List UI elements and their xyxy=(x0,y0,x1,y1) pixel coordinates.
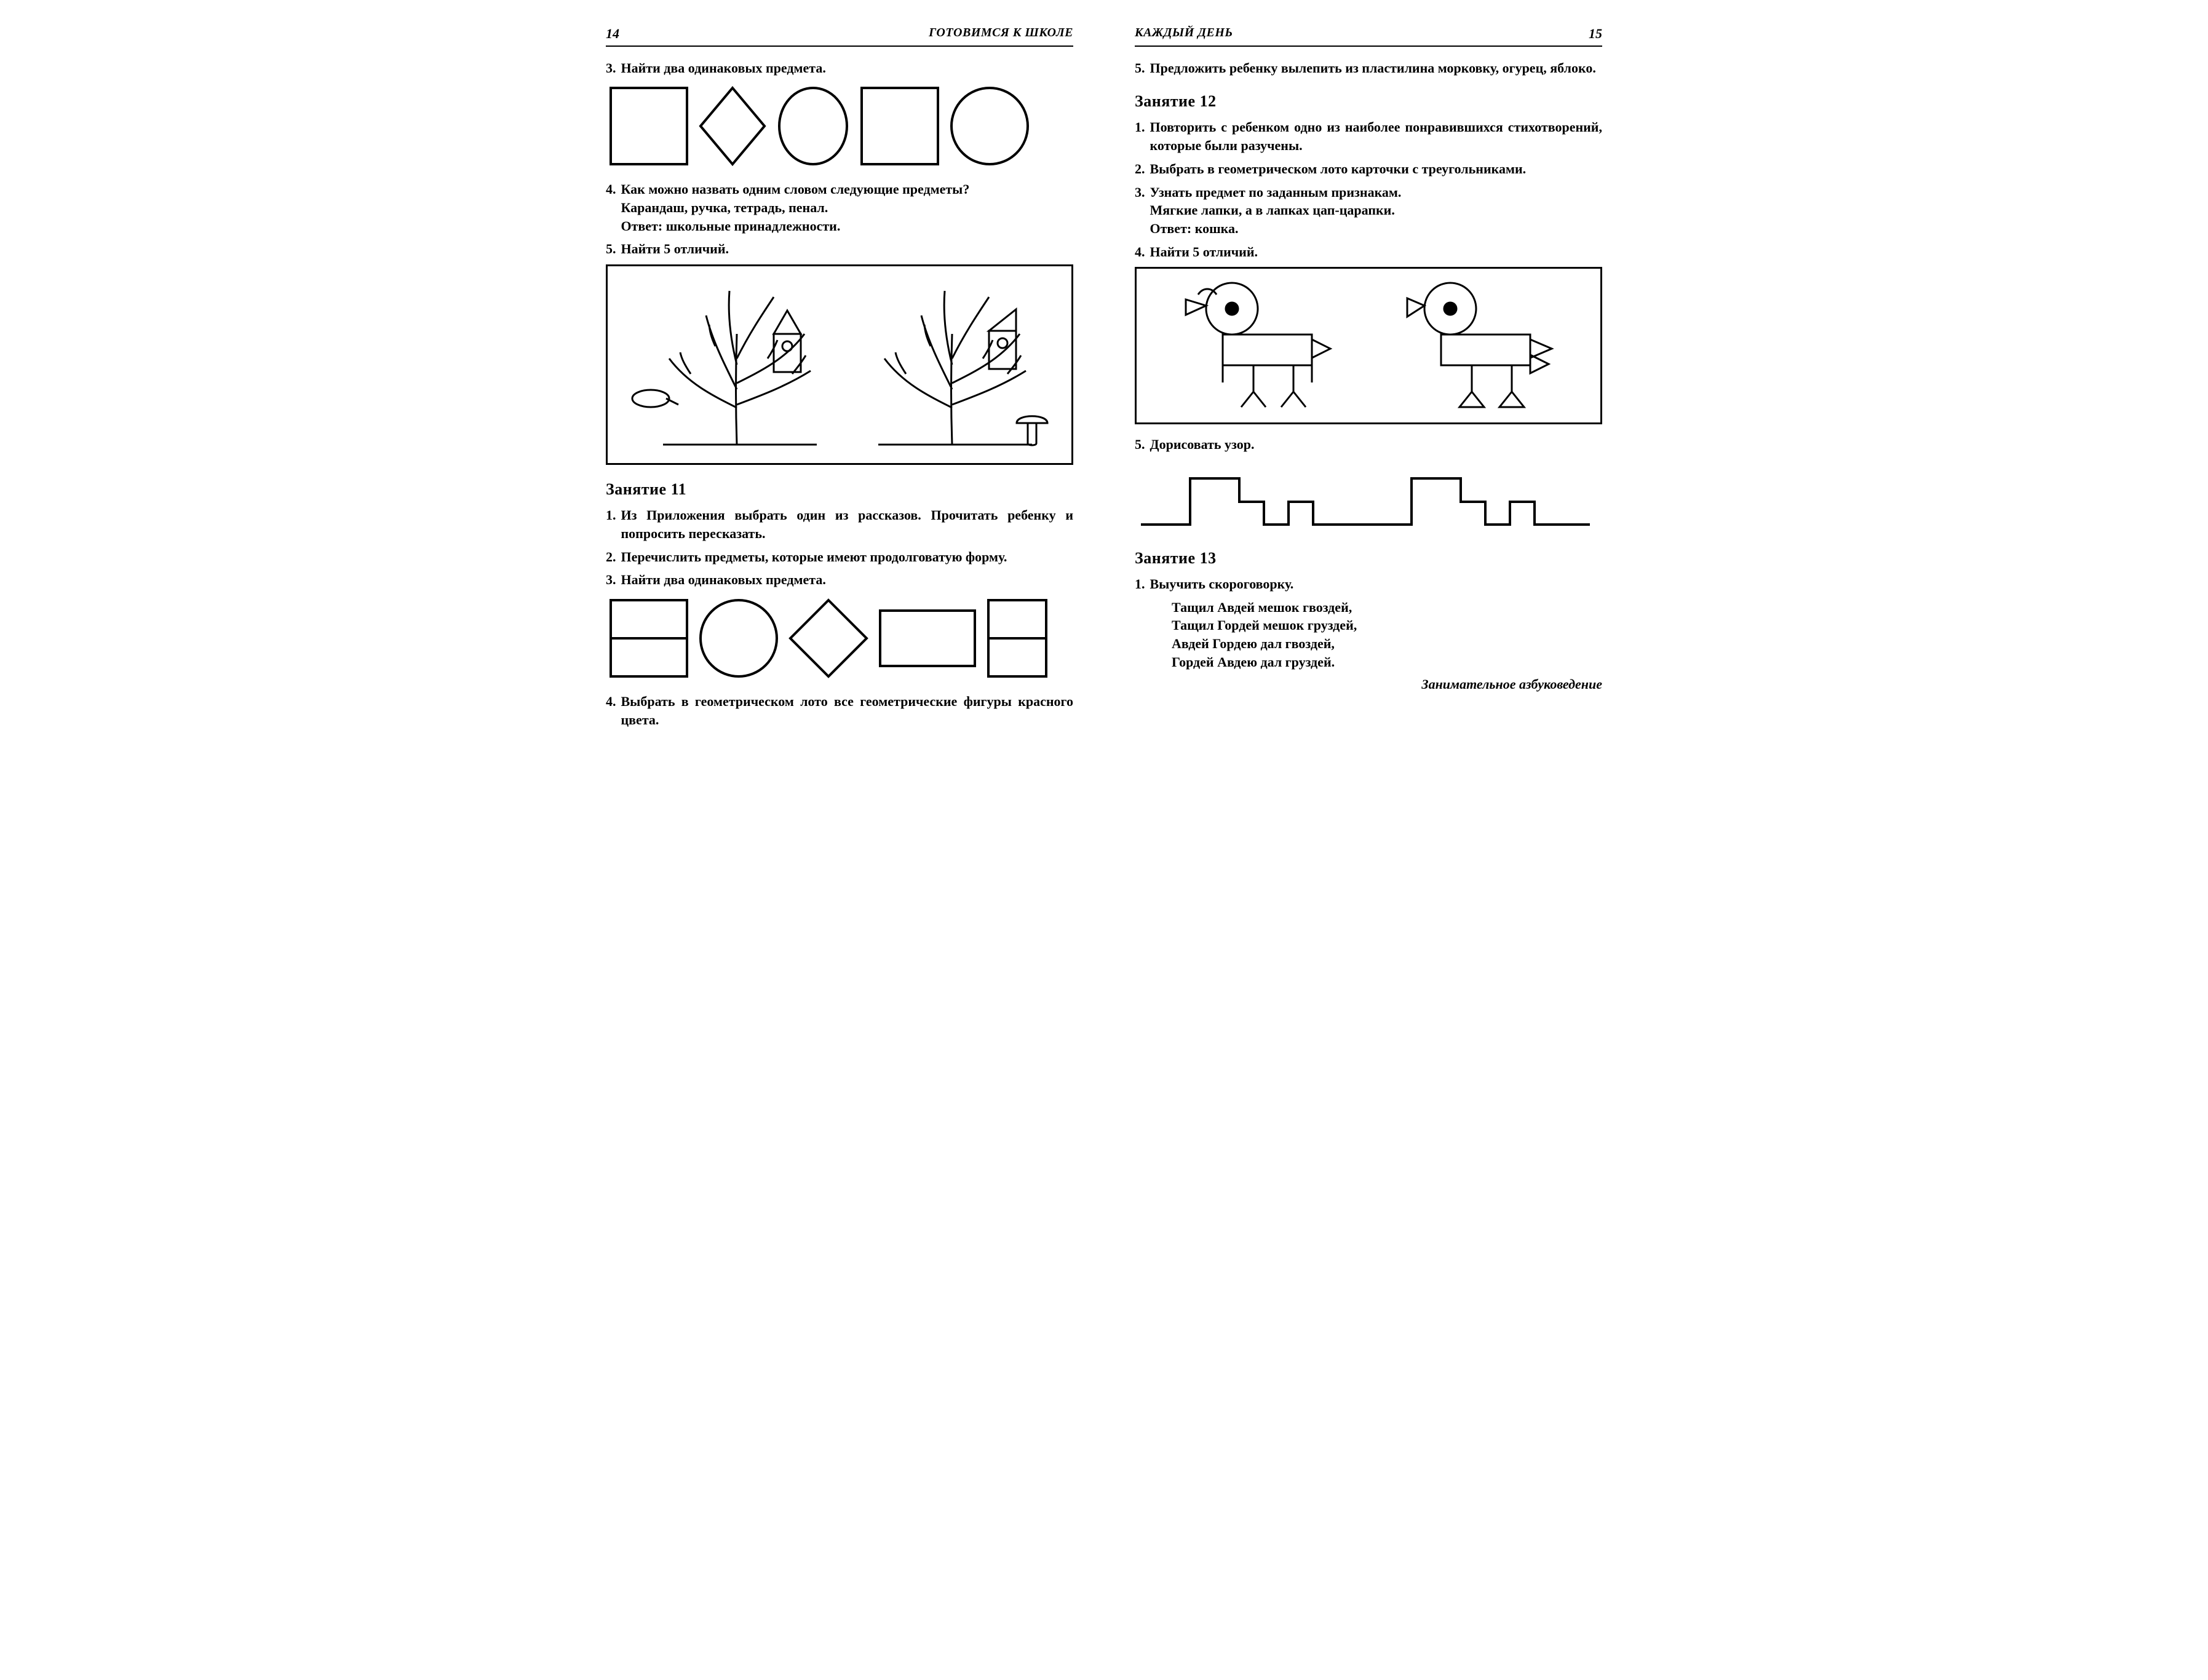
trees-figure xyxy=(606,264,1073,465)
l12-t1-text: Повторить с ребенком одно из наиболее по… xyxy=(1150,118,1603,154)
left-page-number: 14 xyxy=(606,25,619,43)
l12-task-4: 4. Найти 5 отличий. xyxy=(1135,243,1602,261)
task-5-num: 5. xyxy=(606,240,616,258)
shape-square-1 xyxy=(606,83,692,169)
task-5: 5. Найти 5 отличий. xyxy=(606,240,1073,258)
right-header: КАЖДЫЙ ДЕНЬ 15 xyxy=(1135,25,1602,47)
l12-task-3: 3. Узнать предмет по заданным признакам.… xyxy=(1135,183,1602,238)
task-4-line2: Карандаш, ручка, тетрадь, пенал. xyxy=(621,199,1074,217)
l11-task-3: 3. Найти два одинаковых предмета. xyxy=(606,571,1073,589)
l11-t1-num: 1. xyxy=(606,506,616,542)
task-4-line3: Ответ: школьные принадлежности. xyxy=(621,217,1074,236)
task-3: 3. Найти два одинаковых предмета. xyxy=(606,59,1073,77)
l11-t3-num: 3. xyxy=(606,571,616,589)
pattern-figure xyxy=(1135,460,1602,534)
birds-figure xyxy=(1135,267,1602,424)
right-page-number: 15 xyxy=(1589,25,1602,43)
l11-task-4: 4. Выбрать в геометрическом лото все гео… xyxy=(606,692,1073,729)
shape-diamond-1 xyxy=(696,83,769,169)
l12-t1-num: 1. xyxy=(1135,118,1145,154)
lesson-11-heading: Занятие 11 xyxy=(606,478,1073,500)
l12-task-5: 5. Дорисовать узор. xyxy=(1135,435,1602,454)
r-t5-text: Предложить ребенку вылепить из пластилин… xyxy=(1150,59,1603,77)
l11-t2-num: 2. xyxy=(606,548,616,566)
l12-t3-body: Узнать предмет по заданным признакам. Мя… xyxy=(1150,183,1603,238)
lesson-12-heading: Занятие 12 xyxy=(1135,90,1602,112)
task-4-body: Как можно назвать одним словом следующие… xyxy=(621,180,1074,235)
l12-t3-l3: Ответ: кошка. xyxy=(1150,220,1603,238)
l12-t2-text: Выбрать в геометрическом лото карточки с… xyxy=(1150,160,1603,178)
l13-t1-num: 1. xyxy=(1135,575,1145,593)
poem-line-1: Тащил Авдей мешок гвоздей, xyxy=(1172,598,1602,617)
shape-circle-2 xyxy=(696,595,782,681)
poem-line-3: Авдей Гордею дал гвоздей, xyxy=(1172,635,1602,653)
task-3-num: 3. xyxy=(606,59,616,77)
left-running-title: ГОТОВИМСЯ К ШКОЛЕ xyxy=(929,25,1073,43)
l13-t1-text: Выучить скороговорку. xyxy=(1150,575,1603,593)
shape-ellipse xyxy=(773,83,853,169)
l12-t3-num: 3. xyxy=(1135,183,1145,238)
l12-t2-num: 2. xyxy=(1135,160,1145,178)
task-4: 4. Как можно назвать одним словом следую… xyxy=(606,180,1073,235)
l11-t1-text: Из Приложения выбрать один из рассказов.… xyxy=(621,506,1074,542)
shape-diamond-2 xyxy=(785,595,872,681)
l11-task-2: 2. Перечислить предметы, которые имеют п… xyxy=(606,548,1073,566)
task-5-text: Найти 5 отличий. xyxy=(621,240,1074,258)
shape-rect xyxy=(875,595,980,681)
footer-citation: Занимательное азбуковедение xyxy=(1135,675,1602,694)
shapes-row-1 xyxy=(606,83,1073,169)
l11-t3-text: Найти два одинаковых предмета. xyxy=(621,571,1074,589)
shape-square-2 xyxy=(857,83,943,169)
l12-task-2: 2. Выбрать в геометрическом лото карточк… xyxy=(1135,160,1602,178)
shape-splitsquare xyxy=(606,595,692,681)
l12-task-1: 1. Повторить с ребенком одно из наиболее… xyxy=(1135,118,1602,154)
l12-t5-num: 5. xyxy=(1135,435,1145,454)
r-task-5: 5. Предложить ребенку вылепить из пласти… xyxy=(1135,59,1602,77)
poem-line-2: Тащил Гордей мешок груздей, xyxy=(1172,616,1602,635)
left-header: 14 ГОТОВИМСЯ К ШКОЛЕ xyxy=(606,25,1073,47)
l11-task-1: 1. Из Приложения выбрать один из рассказ… xyxy=(606,506,1073,542)
birds-svg xyxy=(1137,269,1600,422)
right-running-title: КАЖДЫЙ ДЕНЬ xyxy=(1135,25,1233,43)
task-4-num: 4. xyxy=(606,180,616,235)
pattern-svg xyxy=(1135,460,1598,534)
l13-task-1: 1. Выучить скороговорку. xyxy=(1135,575,1602,593)
right-page: КАЖДЫЙ ДЕНЬ 15 5. Предложить ребенку выл… xyxy=(1135,25,1602,734)
shape-circle-1 xyxy=(947,83,1033,169)
l12-t5-text: Дорисовать узор. xyxy=(1150,435,1603,454)
l13-poem: Тащил Авдей мешок гвоздей, Тащил Гордей … xyxy=(1172,598,1602,672)
task-3-text: Найти два одинаковых предмета. xyxy=(621,59,1074,77)
lesson-13-heading: Занятие 13 xyxy=(1135,547,1602,569)
left-page: 14 ГОТОВИМСЯ К ШКОЛЕ 3. Найти два одинак… xyxy=(606,25,1073,734)
l11-t4-num: 4. xyxy=(606,692,616,729)
l11-t4-text: Выбрать в геометрическом лото все геомет… xyxy=(621,692,1074,729)
l12-t4-num: 4. xyxy=(1135,243,1145,261)
r-t5-num: 5. xyxy=(1135,59,1145,77)
shapes-row-2 xyxy=(606,595,1073,681)
l12-t4-text: Найти 5 отличий. xyxy=(1150,243,1603,261)
poem-line-4: Гордей Авдею дал груздей. xyxy=(1172,653,1602,672)
l11-t2-text: Перечислить предметы, которые имеют прод… xyxy=(621,548,1074,566)
shape-splitrect xyxy=(983,595,1051,681)
l12-t3-l1: Узнать предмет по заданным признакам. xyxy=(1150,183,1603,202)
task-4-line1: Как можно назвать одним словом следующие… xyxy=(621,180,1074,199)
trees-svg xyxy=(608,266,1071,463)
l12-t3-l2: Мягкие лапки, а в лапках цап-царапки. xyxy=(1150,201,1603,220)
